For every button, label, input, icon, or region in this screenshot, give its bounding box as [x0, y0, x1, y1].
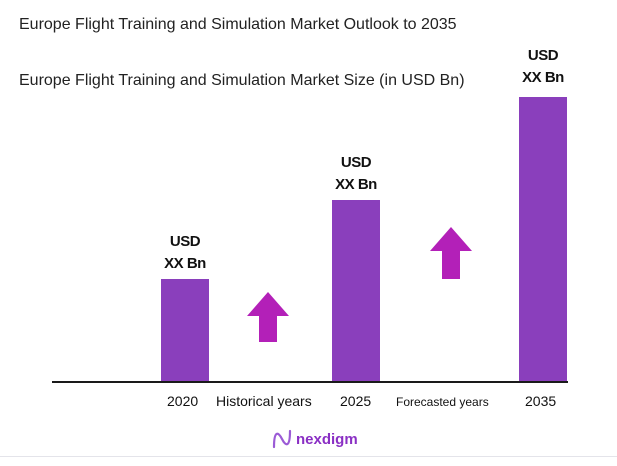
- bar-value-label-2025: USD XX Bn: [316, 152, 396, 196]
- x-tick-2025: 2025: [340, 393, 372, 409]
- chart-title: Europe Flight Training and Simulation Ma…: [19, 16, 457, 33]
- bar-label-currency: USD: [169, 233, 201, 250]
- bar-2020: [161, 279, 209, 382]
- bar-label-value: XX Bn: [335, 176, 377, 193]
- footer-divider: [0, 456, 617, 457]
- bar-2035: [519, 97, 567, 382]
- x-tick-2020: 2020: [167, 393, 199, 409]
- bar-2025: [332, 200, 380, 382]
- nexdigm-wave-icon: [272, 429, 292, 449]
- bar-value-label-2035: USD XX Bn: [503, 45, 583, 89]
- forecasted-years-label: Forecasted years: [396, 395, 489, 409]
- bar-label-value: XX Bn: [522, 69, 564, 86]
- bar-label-currency: USD: [527, 47, 559, 64]
- growth-arrow-up-icon: [247, 292, 289, 342]
- nexdigm-logo: nexdigm: [272, 429, 358, 449]
- logo-text: nexdigm: [296, 430, 358, 448]
- bar-value-label-2020: USD XX Bn: [145, 231, 225, 275]
- bar-label-currency: USD: [340, 154, 372, 171]
- growth-arrow-up-icon: [430, 227, 472, 279]
- chart-subtitle: Europe Flight Training and Simulation Ma…: [19, 72, 465, 89]
- historical-years-label: Historical years: [216, 393, 312, 409]
- x-tick-2035: 2035: [525, 393, 557, 409]
- bar-label-value: XX Bn: [164, 255, 206, 272]
- x-axis-line: [52, 381, 568, 383]
